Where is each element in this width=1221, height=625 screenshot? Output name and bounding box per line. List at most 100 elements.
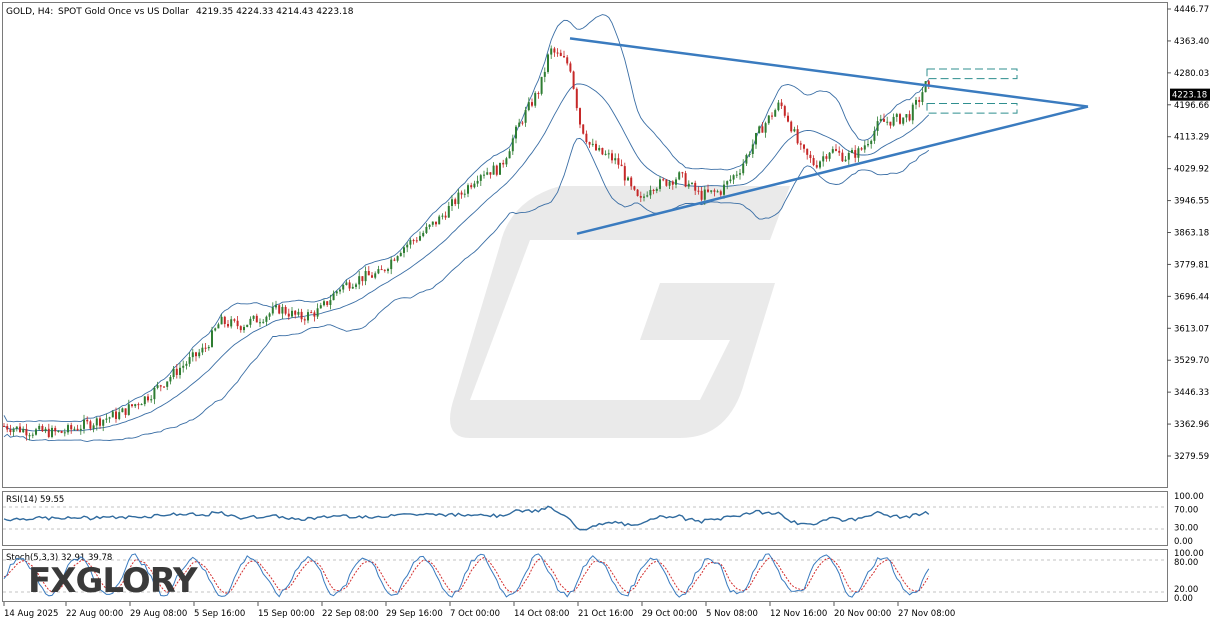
candle-body	[620, 164, 623, 167]
candle-body	[569, 63, 572, 72]
candle-body	[537, 93, 540, 95]
candle-body	[806, 148, 809, 155]
time-tick-label: 7 Oct 00:00	[450, 609, 500, 619]
candle-body	[735, 174, 738, 176]
candle-body	[364, 271, 367, 282]
candle-body	[246, 324, 249, 327]
time-tick-label: 21 Oct 16:00	[578, 609, 633, 619]
candle-body	[713, 190, 716, 192]
candle-body	[886, 121, 889, 123]
candle-body	[668, 181, 671, 186]
breakout-box	[926, 68, 1018, 80]
price-tick-label: 3613.07	[1174, 324, 1209, 334]
candle-body	[431, 221, 434, 225]
candle-body	[841, 152, 844, 162]
price-tick-label: 3863.18	[1174, 229, 1209, 239]
candle-body	[201, 347, 204, 353]
candle-body	[691, 182, 693, 184]
candle-body	[649, 189, 652, 196]
candle-body	[454, 199, 457, 205]
candle-body	[543, 71, 546, 77]
candle-body	[361, 276, 364, 282]
candle-body	[348, 282, 351, 289]
candle-body	[134, 404, 137, 407]
price-tick-label: 4280.03	[1174, 69, 1209, 79]
candle-body	[582, 124, 585, 134]
price-tick-label: 3446.33	[1174, 388, 1209, 398]
candle-body	[793, 129, 796, 132]
candle-body	[479, 175, 482, 181]
candle-body	[380, 269, 383, 271]
rsi-axis: 100.00 70.00 30.00 0.00	[1174, 492, 1204, 547]
candle-body	[563, 56, 565, 58]
candle-body	[44, 428, 47, 432]
candle-body	[118, 412, 121, 419]
candle-body	[105, 418, 108, 420]
time-tick-label: 27 Nov 08:00	[898, 609, 955, 619]
candle-body	[207, 346, 210, 349]
candle-body	[851, 150, 853, 153]
candle-body	[636, 189, 639, 196]
candle-body	[28, 435, 31, 437]
candle-body	[870, 140, 873, 145]
candle-body	[329, 300, 332, 305]
candle-body	[611, 153, 613, 161]
bb-upper	[3, 14, 930, 423]
watermark-logo	[450, 186, 790, 438]
candle-body	[150, 399, 153, 401]
candle-body	[908, 114, 911, 121]
candle-body	[502, 162, 505, 165]
candle-body	[678, 172, 681, 180]
candle-body	[143, 396, 146, 405]
candle-body	[553, 48, 556, 53]
candle-body	[387, 269, 389, 271]
candle-body	[243, 326, 245, 331]
candle-body	[595, 143, 597, 151]
current-price-value: 4223.18	[1172, 91, 1207, 101]
rsi-title: RSI(14) 59.55	[6, 495, 64, 505]
candle-body	[31, 434, 34, 436]
candle-body	[137, 404, 140, 406]
candle-body	[652, 189, 655, 191]
candle-body	[227, 323, 229, 327]
candle-body	[252, 315, 255, 319]
candle-body	[697, 190, 700, 192]
candle-body	[409, 240, 412, 245]
stoch-panel-frame	[2, 549, 1168, 602]
candle-body	[483, 174, 485, 176]
bollinger-bands	[3, 14, 930, 443]
candle-body	[633, 186, 636, 190]
candle-body	[783, 106, 786, 116]
candle-body	[153, 387, 156, 400]
candle-body	[67, 425, 69, 433]
candle-body	[828, 152, 831, 159]
candle-body	[681, 172, 684, 174]
time-tick-label: 22 Sep 08:00	[322, 609, 379, 619]
candle-body	[188, 357, 191, 364]
candle-body	[895, 114, 898, 117]
candle-body	[233, 319, 236, 321]
candle-body	[377, 269, 380, 274]
candle-body	[214, 328, 217, 331]
candle-body	[707, 189, 709, 192]
price-tick-label: 4363.40	[1174, 37, 1209, 47]
candle-body	[198, 352, 201, 357]
candle-body	[547, 54, 549, 72]
candle-body	[422, 232, 425, 237]
candle-body	[294, 310, 297, 315]
candle-body	[447, 205, 450, 218]
candle-body	[521, 122, 524, 124]
candle-body	[473, 183, 476, 188]
candle-body	[79, 428, 82, 431]
candle-body	[607, 153, 610, 155]
candle-body	[22, 428, 25, 433]
triangle-lower-trendline[interactable]	[576, 105, 1089, 235]
candle-body	[323, 301, 325, 306]
candle-body	[911, 104, 914, 121]
candle-body	[140, 404, 143, 406]
candle-body	[892, 116, 895, 126]
candle-body	[761, 126, 764, 133]
candle-body	[403, 247, 405, 253]
candle-body	[425, 226, 428, 233]
triangle-upper-trendline[interactable]	[569, 37, 1089, 108]
